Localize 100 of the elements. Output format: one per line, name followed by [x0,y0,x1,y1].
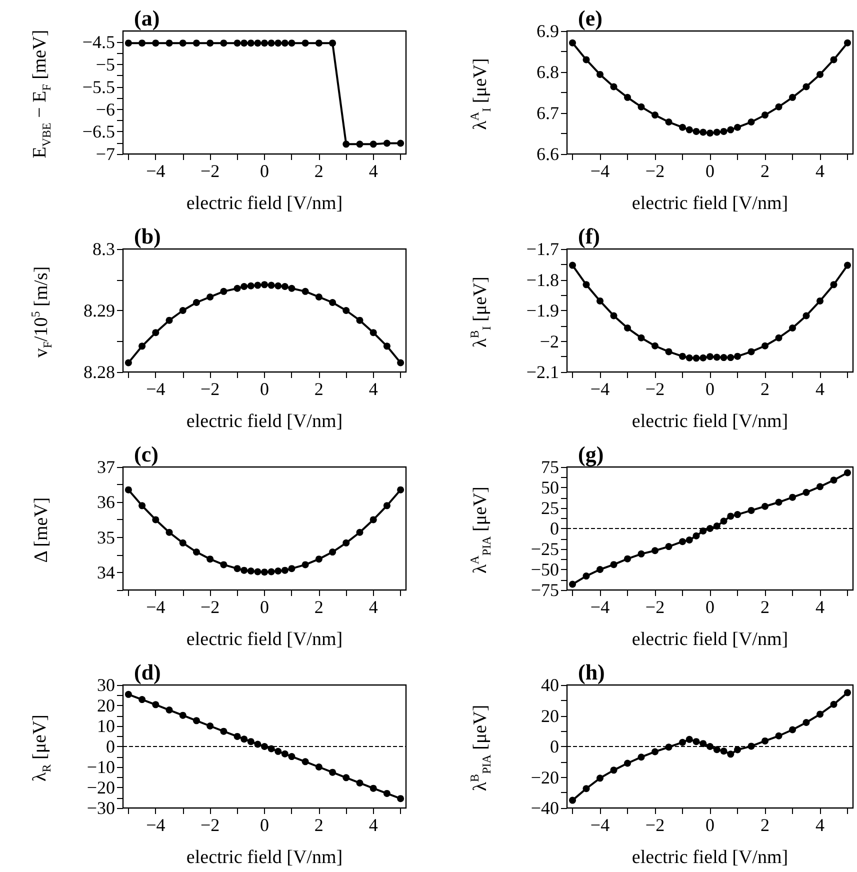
y-tick-label: −2.1 [526,362,559,382]
point [638,550,645,558]
point [720,354,728,362]
point [138,342,146,350]
y-tick-label: 35 [97,527,115,548]
point [727,512,734,520]
point [734,124,741,131]
point [138,696,146,704]
point [802,312,810,320]
point [254,282,262,289]
chart-title: (a) [134,6,160,30]
point [686,354,693,362]
point [356,528,364,536]
x-tick-label: 0 [260,815,269,835]
y-tick-label: 8.29 [84,300,115,320]
point [802,488,810,496]
point [844,469,851,476]
point [247,282,254,290]
y-tick-label: −2 [540,331,559,352]
chart-title: (b) [134,224,161,248]
x-axis-title: electric field [V/nm] [186,411,343,432]
point [302,758,309,766]
point [315,764,322,770]
point [706,130,714,137]
chart-title: (d) [134,660,161,684]
point [802,83,810,90]
point [610,561,618,568]
point [713,522,720,530]
y-tick-label: 8.28 [84,362,115,382]
point [775,334,782,342]
x-tick-label: −2 [645,815,665,835]
point [383,502,390,510]
point [830,700,838,708]
point [610,766,618,774]
point [268,282,275,289]
point [152,329,160,336]
y-axis-title: Δ [meV] [31,496,53,562]
point [665,348,672,356]
point [124,40,132,47]
point [342,140,350,148]
point [166,706,173,714]
point [713,354,720,361]
point [383,342,390,350]
x-tick-label: −2 [200,161,220,181]
point [830,56,838,64]
point [700,527,707,534]
point [342,774,350,782]
point [370,784,377,792]
point [700,740,707,748]
y-tick-label: −20 [530,767,559,788]
y-tick-label: 50 [541,478,559,498]
point [638,103,645,110]
x-tick-label: 4 [368,597,378,617]
point [152,40,160,47]
point [686,126,693,134]
x-tick-label: 2 [760,379,770,399]
chart-title: (h) [578,660,605,684]
y-tick-label: −10 [86,757,115,777]
point [713,128,720,136]
point [315,293,322,300]
x-tick-label: −2 [645,379,665,399]
point [596,297,604,304]
point [816,483,824,490]
point [261,281,268,288]
y-tick-label: −6 [96,99,115,120]
x-tick-label: −4 [146,379,166,399]
point [281,283,288,290]
x-tick-label: −2 [645,597,665,617]
x-tick-label: −2 [200,815,220,835]
point [844,689,851,696]
point [274,40,282,47]
x-tick-label: 2 [760,815,770,835]
x-tick-label: 2 [760,161,770,181]
point [281,750,288,758]
point [179,40,186,47]
y-tick-label: 30 [97,675,115,695]
point [397,795,404,802]
point [596,566,604,573]
point [789,94,796,101]
point [383,140,390,147]
y-tick-label: 20 [541,706,559,726]
x-tick-label: 0 [260,161,269,181]
point [247,568,254,575]
point [596,70,604,78]
point [582,572,590,580]
point [192,40,200,47]
point [342,307,350,314]
point [734,511,741,518]
x-tick-label: 4 [816,597,824,617]
x-tick-label: 0 [706,161,714,181]
point [692,532,700,540]
y-tick-label: 20 [97,696,115,716]
chart-title: (g) [578,442,604,466]
point [274,748,282,755]
point [665,118,672,126]
point [254,40,262,47]
point [624,555,631,562]
x-tick-label: 4 [816,161,824,181]
point [302,561,309,568]
point [638,754,645,761]
